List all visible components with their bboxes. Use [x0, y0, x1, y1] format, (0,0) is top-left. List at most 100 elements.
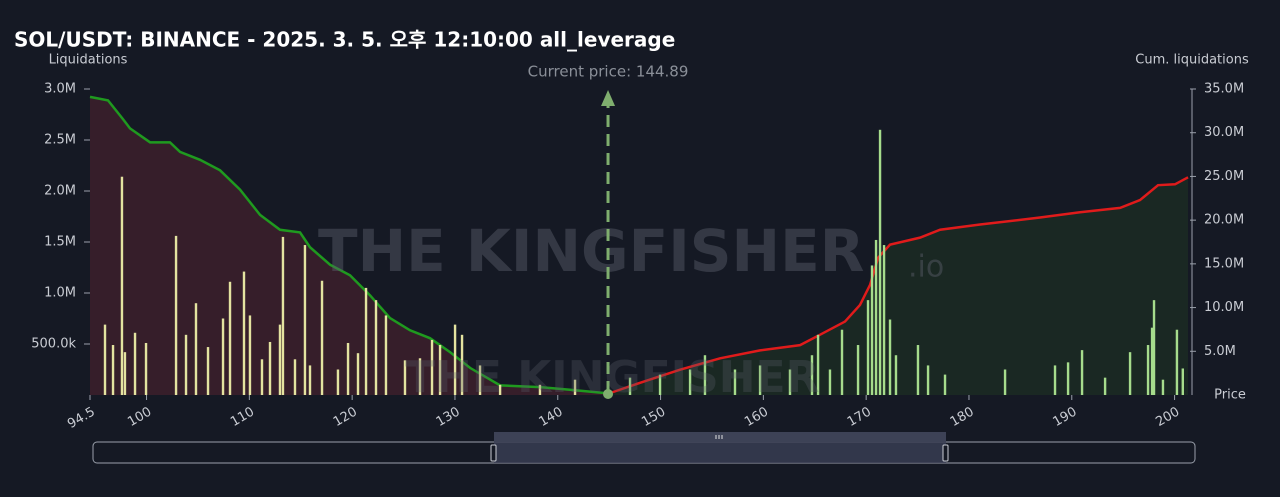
bar: [870, 265, 874, 395]
x-tick-label: 180: [948, 405, 977, 430]
bar: [894, 355, 898, 395]
x-axis-label: Price: [1214, 388, 1246, 403]
bar: [460, 334, 464, 395]
bar: [1066, 362, 1070, 395]
bar: [418, 358, 422, 395]
bar: [1150, 327, 1154, 395]
x-tick-label: 110: [228, 405, 257, 430]
plot: [89, 95, 1189, 396]
x-tick-label: 200: [1153, 405, 1182, 430]
bar: [1053, 365, 1057, 395]
y2-tick-label: 20.0M: [1204, 213, 1244, 228]
bar: [133, 332, 137, 395]
watermark-text: THE KINGFISHER: [318, 217, 864, 285]
bar: [758, 365, 762, 395]
bar: [356, 353, 360, 395]
x-tick-label: 130: [434, 405, 463, 430]
y2-axis-label: Cum. liquidations: [1135, 53, 1249, 68]
bar: [1128, 352, 1132, 395]
bar: [1080, 350, 1084, 395]
bar: [103, 324, 107, 395]
bar: [320, 280, 324, 395]
bar: [430, 339, 434, 395]
bar: [453, 324, 457, 395]
slider-window[interactable]: [494, 442, 946, 463]
bar: [248, 315, 252, 395]
current-price-arrow: [601, 90, 616, 106]
current-price-dot: [603, 389, 614, 399]
bar: [878, 129, 882, 396]
y-tick-label: 2.0M: [44, 184, 76, 199]
watermark: THE KINGFISHER .io THE KINGFISHER: [318, 217, 944, 403]
y-axis-label: Liquidations: [49, 53, 128, 68]
chart-title: SOL/USDT: BINANCE - 2025. 3. 5. 오후 12:10…: [14, 28, 675, 52]
watermark-suffix: .io: [908, 250, 944, 285]
bar: [926, 365, 930, 395]
y-tick-label: 500.0k: [31, 337, 76, 352]
bar: [810, 355, 814, 395]
bar: [788, 369, 792, 395]
y2-tick-label: 25.0M: [1204, 169, 1244, 184]
y-tick-label: 2.5M: [44, 133, 76, 148]
y2-tick-label: 5.0M: [1204, 344, 1236, 359]
bar: [1003, 369, 1007, 395]
bar: [856, 345, 860, 395]
bar: [221, 318, 225, 395]
bar: [882, 245, 886, 395]
current-price-label: Current price: 144.89: [528, 63, 689, 81]
slider-bar[interactable]: [494, 432, 946, 442]
bar: [816, 334, 820, 395]
bar: [384, 315, 388, 395]
bar: [123, 352, 127, 395]
x-tick-label: 160: [742, 405, 771, 430]
x-tick-label: 140: [537, 405, 566, 430]
zoom-slider[interactable]: [92, 432, 1196, 464]
bar: [478, 365, 482, 395]
bar: [874, 239, 878, 395]
bar: [538, 384, 542, 395]
y-tick-label: 1.5M: [44, 235, 76, 250]
slider-grip: [715, 435, 723, 439]
x-tick-label: 170: [845, 405, 874, 430]
y-tick-label: 3.0M: [44, 82, 76, 97]
bar: [184, 334, 188, 395]
bar: [260, 359, 264, 395]
bar: [828, 369, 832, 395]
bar: [703, 355, 707, 395]
x-tick-label: 100: [125, 405, 154, 430]
y2-tick-label: 10.0M: [1204, 300, 1244, 315]
bar: [374, 300, 378, 395]
bar: [206, 347, 210, 395]
bar: [346, 342, 350, 395]
bar: [403, 360, 407, 395]
bar: [281, 236, 285, 395]
x-tick-label: 150: [639, 405, 668, 430]
area: [90, 96, 607, 396]
x-tick-label: 190: [1051, 405, 1080, 430]
bar: [688, 369, 692, 395]
bar: [1152, 300, 1156, 395]
bar: [144, 342, 148, 395]
x-tick-label: 120: [331, 405, 360, 430]
bar: [1103, 377, 1107, 395]
slider-handle[interactable]: [490, 444, 497, 462]
x-tick-label: 94.5: [65, 405, 98, 432]
bar: [120, 176, 124, 395]
area: [612, 177, 1189, 395]
bar: [303, 245, 307, 395]
bar: [498, 384, 502, 395]
bar: [336, 369, 340, 395]
bar: [111, 345, 115, 395]
cumulative-line: [89, 95, 608, 395]
bar: [916, 345, 920, 395]
bar: [308, 365, 312, 395]
bar: [573, 379, 577, 395]
bar: [268, 341, 272, 395]
bar: [1181, 368, 1185, 395]
bar: [628, 377, 632, 395]
slider-handle[interactable]: [942, 444, 949, 462]
bar: [242, 271, 246, 395]
bar: [1175, 329, 1179, 395]
